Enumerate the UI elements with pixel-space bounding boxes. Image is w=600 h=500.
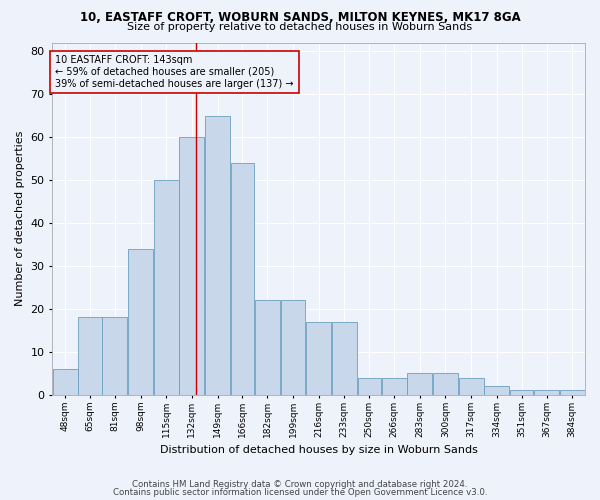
Bar — [560, 390, 584, 394]
Text: 10, EASTAFF CROFT, WOBURN SANDS, MILTON KEYNES, MK17 8GA: 10, EASTAFF CROFT, WOBURN SANDS, MILTON … — [80, 11, 520, 24]
Text: Contains HM Land Registry data © Crown copyright and database right 2024.: Contains HM Land Registry data © Crown c… — [132, 480, 468, 489]
Bar — [358, 378, 381, 394]
Bar — [103, 318, 127, 394]
Bar — [154, 180, 179, 394]
Bar — [534, 390, 559, 394]
Y-axis label: Number of detached properties: Number of detached properties — [15, 131, 25, 306]
Bar — [382, 378, 407, 394]
Bar — [231, 163, 254, 394]
Bar — [128, 248, 153, 394]
Bar — [53, 369, 77, 394]
Bar — [433, 374, 458, 394]
Bar — [458, 378, 484, 394]
Bar — [510, 390, 533, 394]
Text: Size of property relative to detached houses in Woburn Sands: Size of property relative to detached ho… — [127, 22, 473, 32]
Text: 10 EASTAFF CROFT: 143sqm
← 59% of detached houses are smaller (205)
39% of semi-: 10 EASTAFF CROFT: 143sqm ← 59% of detach… — [55, 56, 294, 88]
Bar — [179, 137, 205, 394]
X-axis label: Distribution of detached houses by size in Woburn Sands: Distribution of detached houses by size … — [160, 445, 478, 455]
Bar — [407, 374, 432, 394]
Bar — [79, 318, 102, 394]
Bar — [281, 300, 305, 394]
Bar — [332, 322, 357, 394]
Bar — [205, 116, 230, 394]
Text: Contains public sector information licensed under the Open Government Licence v3: Contains public sector information licen… — [113, 488, 487, 497]
Bar — [306, 322, 331, 394]
Bar — [255, 300, 280, 394]
Bar — [484, 386, 509, 394]
